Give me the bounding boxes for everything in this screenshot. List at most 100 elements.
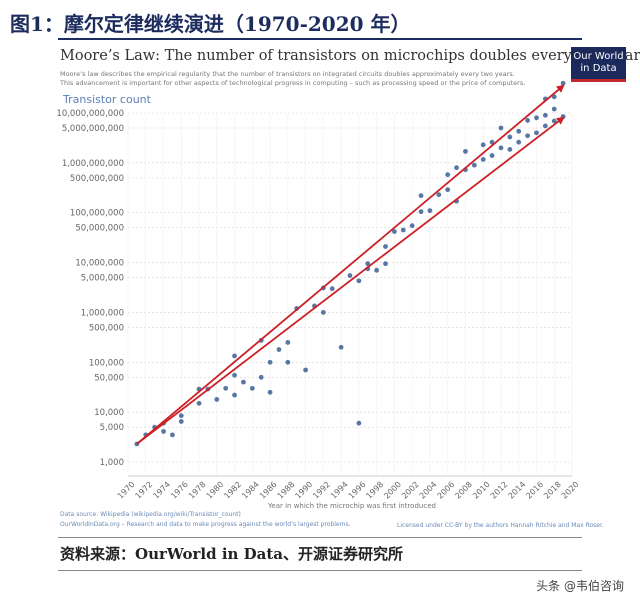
data-point	[551, 106, 557, 112]
data-point	[178, 413, 184, 419]
y-tick-label: 100,000,000	[70, 209, 124, 219]
x-axis-title: Year in which the microchip was first in…	[267, 502, 436, 510]
data-point	[471, 162, 477, 168]
x-tick-label: 1980	[205, 480, 226, 501]
data-point	[542, 123, 548, 129]
y-tick-label: 500,000,000	[70, 174, 124, 184]
x-tick-label: 1984	[240, 480, 261, 501]
data-point	[365, 261, 371, 267]
y-tick-label: 50,000,000	[75, 224, 124, 234]
data-point	[329, 286, 335, 292]
data-point	[498, 145, 504, 151]
data-point	[338, 344, 344, 350]
logo-line-2: in Data	[580, 63, 617, 74]
trend-arrow-1	[136, 84, 565, 445]
data-point	[525, 118, 530, 123]
data-point	[258, 374, 264, 380]
x-tick-label: 2006	[436, 480, 457, 501]
data-point	[436, 192, 442, 198]
data-point	[267, 359, 273, 365]
data-point	[320, 310, 326, 315]
data-point	[551, 94, 557, 100]
data-point	[383, 261, 388, 267]
y-tick-label: 1,000,000,000	[62, 159, 124, 169]
subtitle-line-2: This advancement is important for other …	[60, 79, 526, 87]
x-tick-label: 1986	[258, 480, 279, 501]
title-rule	[58, 38, 582, 40]
data-point	[303, 367, 308, 373]
footer-source-1: Data source: Wikipedia (wikipedia.org/wi…	[60, 511, 241, 518]
data-point	[418, 193, 424, 199]
x-tick-label: 1974	[151, 480, 172, 501]
data-point	[223, 385, 229, 391]
x-tick-label: 1998	[364, 480, 385, 501]
y-tick-label: 10,000,000,000	[56, 109, 124, 119]
data-point	[232, 353, 237, 359]
data-point	[214, 397, 220, 402]
x-tick-label: 2018	[542, 480, 563, 501]
data-point	[347, 273, 353, 278]
subtitle-line-1: Moore’s law describes the empirical regu…	[60, 70, 515, 78]
data-point	[516, 139, 522, 145]
figure-title: 图1：摩尔定律继续演进（1970-2020 年）	[10, 12, 411, 36]
data-point	[196, 400, 202, 406]
y-tick-label: 50,000	[94, 373, 124, 383]
data-point	[489, 153, 495, 158]
x-tick-label: 1990	[293, 480, 314, 501]
data-point	[516, 128, 522, 134]
data-point	[267, 389, 273, 395]
x-tick-label: 1970	[116, 480, 137, 501]
x-tick-label: 1982	[222, 480, 243, 501]
data-point	[161, 429, 166, 434]
y-tick-label: 5,000,000,000	[62, 124, 124, 134]
data-point	[232, 392, 237, 398]
source-rule-top	[58, 537, 582, 538]
y-tick-label: 5,000,000	[81, 274, 124, 284]
data-point	[445, 187, 451, 193]
x-tick-label: 2020	[560, 480, 581, 501]
x-tick-label: 1996	[347, 480, 368, 501]
data-point	[560, 80, 566, 86]
trend-arrow-2	[136, 116, 565, 445]
x-tick-label: 2010	[471, 480, 492, 501]
y-tick-label: 5,000	[100, 423, 124, 433]
data-point	[480, 142, 486, 148]
x-tick-label: 1992	[311, 480, 332, 501]
footer-license: Licensed under CC-BY by the authors Hann…	[397, 522, 604, 529]
data-point	[285, 340, 291, 345]
y-tick-label: 1,000	[100, 458, 124, 468]
x-tick-label: 1988	[276, 480, 297, 501]
logo-line-1: Our World	[573, 51, 624, 62]
x-tick-label: 2012	[489, 480, 510, 501]
data-point	[445, 172, 451, 178]
footer-source-2: OurWorldInData.org – Research and data t…	[60, 521, 351, 528]
y-axis-title: Transistor count	[63, 93, 151, 106]
data-point	[534, 130, 539, 136]
y-tick-label: 1,000,000	[81, 308, 124, 318]
y-tick-label: 500,000	[89, 323, 124, 333]
data-point	[507, 147, 513, 152]
data-point	[241, 379, 246, 385]
data-point	[480, 157, 486, 162]
x-tick-label: 2000	[382, 480, 403, 501]
chart-title: Moore’s Law: The number of transistors o…	[60, 48, 640, 64]
data-point	[374, 267, 380, 273]
x-tick-label: 2002	[400, 480, 421, 501]
chart-subtitle: Moore’s law describes the empirical regu…	[60, 70, 565, 88]
x-tick-label: 2004	[418, 480, 439, 501]
data-point	[507, 134, 513, 140]
data-point	[392, 229, 397, 234]
x-tick-label: 1978	[187, 480, 208, 501]
data-point	[178, 419, 184, 424]
x-tick-label: 2008	[453, 480, 474, 501]
data-point	[232, 372, 237, 378]
data-point	[489, 139, 495, 145]
x-tick-label: 2014	[507, 480, 528, 501]
data-point	[383, 244, 388, 249]
data-point	[285, 359, 291, 365]
data-point	[170, 432, 175, 438]
data-point	[409, 223, 415, 229]
data-point	[418, 209, 424, 215]
data-point	[525, 133, 530, 139]
